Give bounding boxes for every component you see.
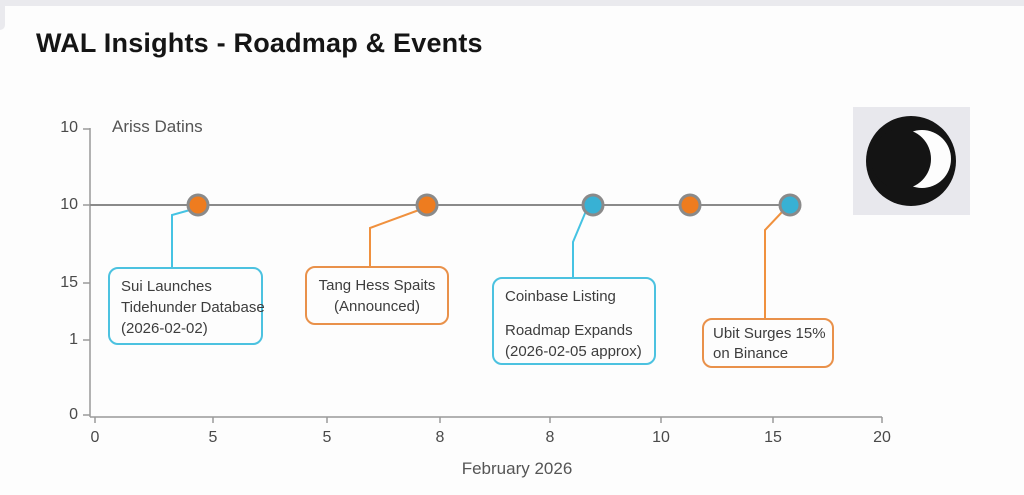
x-tick-label: 5	[322, 429, 332, 446]
leader-line-ubit	[764, 210, 784, 319]
y-tick-label: 10	[60, 119, 78, 136]
event-dot-tang[interactable]	[415, 193, 439, 217]
callout-line: Roadmap Expands	[505, 322, 633, 339]
y-tick-label: 0	[69, 406, 78, 423]
page-title: WAL Insights - Roadmap & Events	[36, 28, 483, 58]
x-tick-label: 8	[545, 429, 555, 446]
x-axis-label: February 2026	[461, 459, 573, 478]
y-tick-label: 1	[69, 331, 78, 348]
x-tick-label: 20	[873, 429, 891, 446]
callout-line: Coinbase Listing	[505, 288, 616, 305]
callout-tang-hess: Tang Hess Spaits (Announced)	[305, 266, 449, 325]
callout-line: Sui Launches	[121, 278, 212, 295]
event-dot-sui[interactable]	[186, 193, 210, 217]
x-tick-label: 10	[652, 429, 670, 446]
callout-line: Ubit Surges 15%	[713, 325, 826, 342]
y-axis-label: Ariss Datins	[112, 117, 203, 136]
window-top-edge	[0, 0, 1024, 6]
callout-sui-launches: Sui Launches Tidehunder Database (2026-0…	[108, 267, 265, 345]
callout-line: Tidehunder Database	[121, 299, 265, 316]
callout-line: on Binance	[713, 345, 789, 362]
event-dot-4[interactable]	[678, 193, 702, 217]
x-tick-label: 5	[208, 429, 218, 446]
callout-coinbase-listing: Coinbase Listing Roadmap Expands (2026-0…	[492, 277, 656, 365]
event-dot-ubit[interactable]	[778, 193, 802, 217]
x-tick-label: 15	[764, 429, 782, 446]
callout-line: (Announced)	[334, 298, 420, 315]
callout-line: (2026-02-05 approx)	[505, 343, 642, 360]
window-corner	[0, 0, 5, 30]
callout-ubit-surges: Ubit Surges 15% on Binance	[702, 318, 834, 368]
leader-line-sui	[171, 209, 191, 268]
y-tick-label: 10	[60, 196, 78, 213]
leader-line-coinbase	[572, 210, 587, 278]
x-tick-label: 0	[90, 429, 100, 446]
moon-phase-icon	[853, 107, 970, 215]
callout-line: (2026-02-02)	[121, 320, 208, 337]
callout-line: Tang Hess Spaits	[318, 277, 436, 294]
leader-line-tang	[369, 209, 420, 267]
y-tick-label: 15	[60, 274, 78, 291]
x-tick-label: 8	[435, 429, 445, 446]
event-dot-coinbase[interactable]	[581, 193, 605, 217]
